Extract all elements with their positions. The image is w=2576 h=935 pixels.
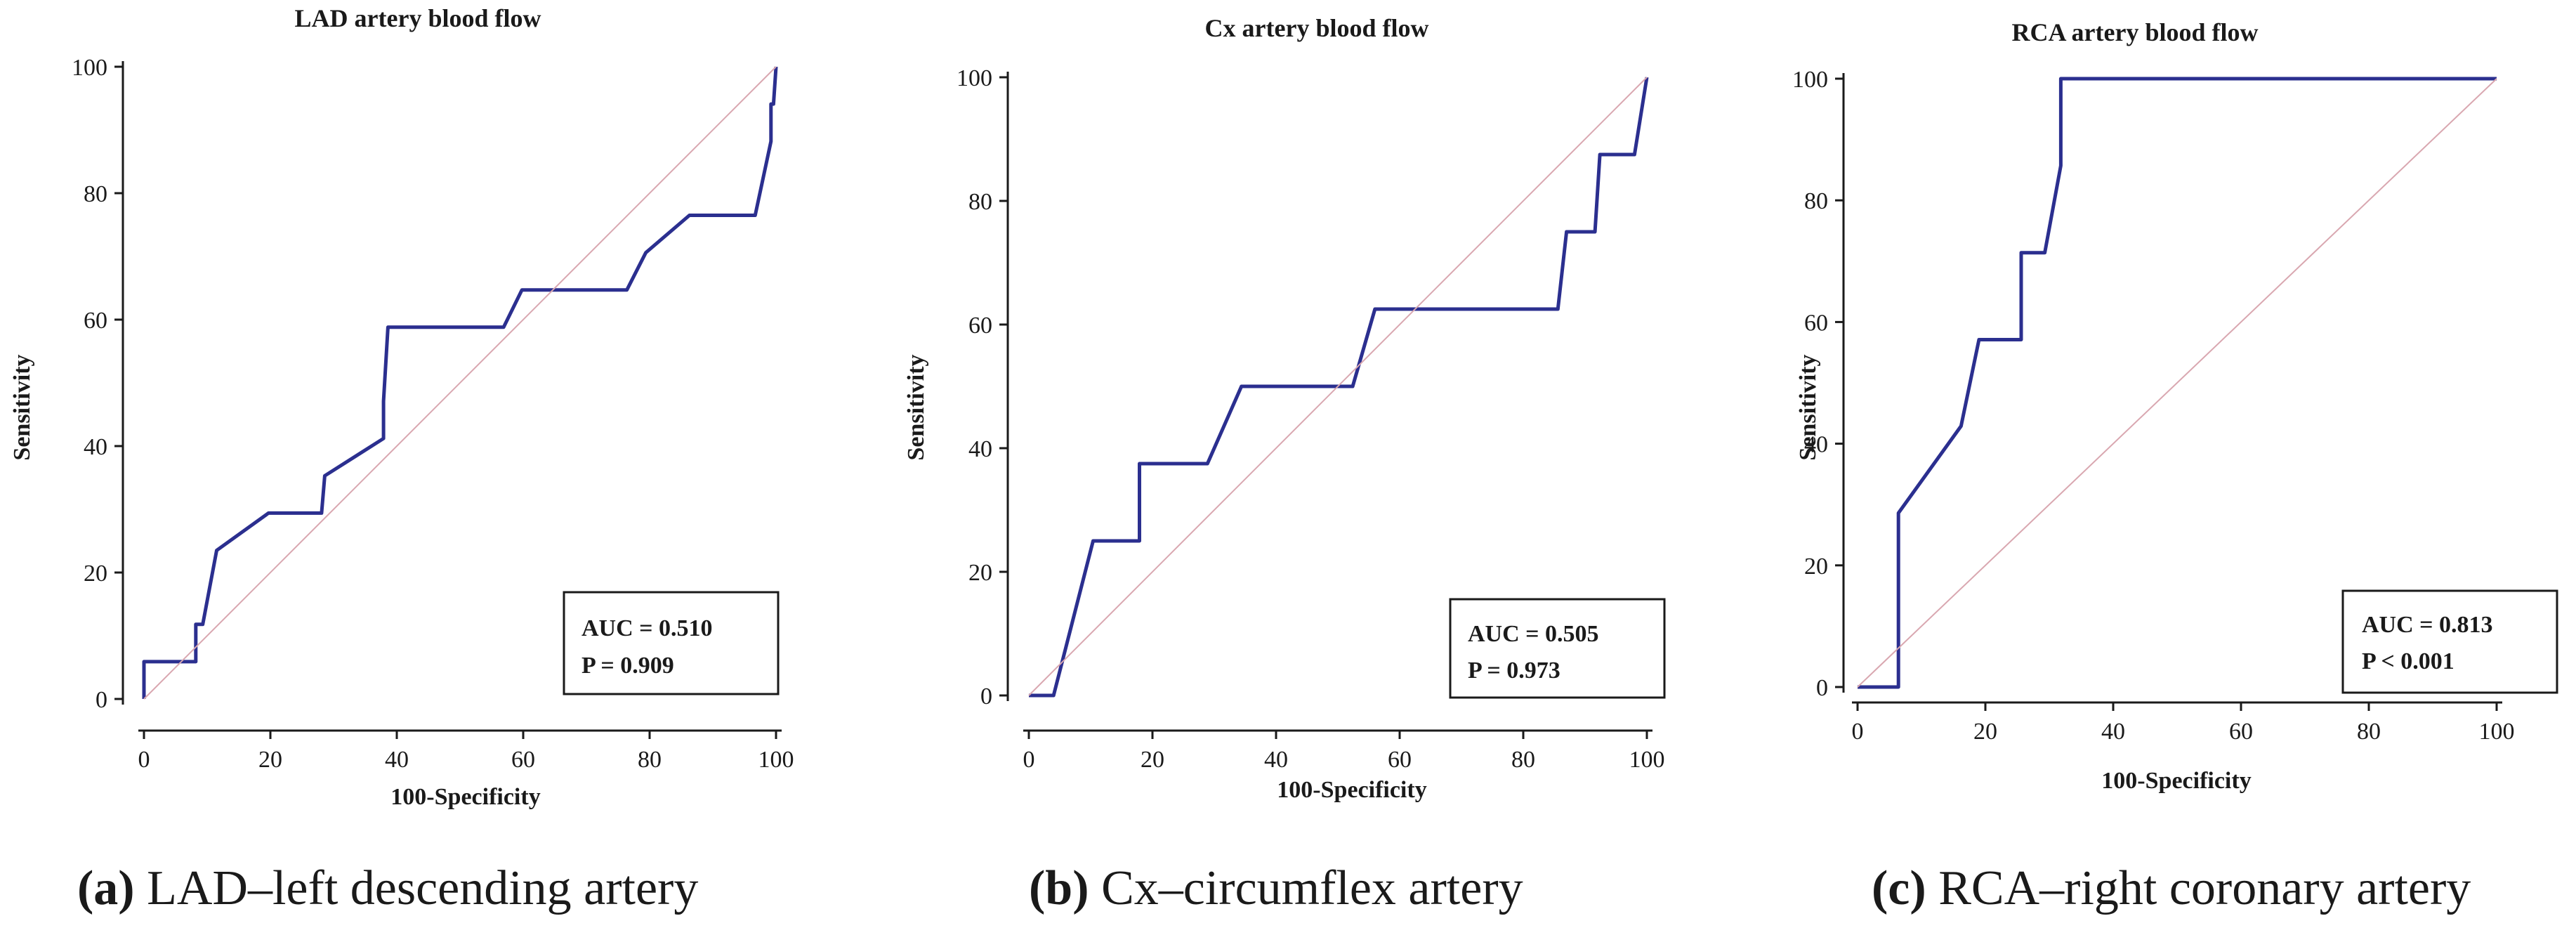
caption-text: Cx–circumflex artery bbox=[1101, 861, 1523, 915]
y-tick-label: 100 bbox=[1792, 67, 1828, 93]
auc-value: AUC = 0.505 bbox=[1468, 621, 1599, 647]
y-tick-label: 20 bbox=[968, 560, 992, 586]
roc-curve-line bbox=[1858, 77, 2497, 689]
y-tick-label: 80 bbox=[84, 181, 107, 207]
x-tick-label: 20 bbox=[258, 747, 282, 773]
caption-label: (a) bbox=[77, 861, 135, 915]
y-tick-label: 0 bbox=[96, 687, 107, 713]
caption-text: LAD–left descending artery bbox=[147, 861, 699, 915]
auc-box bbox=[2341, 589, 2558, 694]
x-tick-label: 80 bbox=[2357, 719, 2381, 745]
x-tick-label: 100 bbox=[2479, 719, 2515, 745]
y-tick-label: 0 bbox=[980, 684, 992, 710]
auc-box bbox=[563, 591, 780, 695]
y-tick-label: 40 bbox=[84, 434, 107, 460]
x-tick-label: 40 bbox=[385, 747, 409, 773]
auc-value: AUC = 0.510 bbox=[581, 615, 713, 641]
x-tick-label: 20 bbox=[1973, 719, 1997, 745]
p-value: P < 0.001 bbox=[2362, 648, 2455, 674]
y-axis-label: Sensitivity bbox=[1795, 354, 1821, 460]
y-tick-label: 60 bbox=[968, 313, 992, 339]
roc-curve-line bbox=[142, 66, 778, 699]
roc-curve-line bbox=[1029, 77, 1649, 698]
y-axis-label: Sensitivity bbox=[9, 354, 35, 460]
x-tick-label: 0 bbox=[1852, 719, 1864, 745]
y-axis-label: Sensitivity bbox=[903, 354, 929, 460]
roc-chart-rca: RCA artery blood flow Sensitivity 100-Sp… bbox=[1792, 18, 2558, 794]
caption-text: RCA–right coronary artery bbox=[1938, 861, 2471, 915]
caption-b: (b) Cx–circumflex artery bbox=[1029, 861, 1523, 917]
roc-chart-cx: Cx artery blood flow Sensitivity 100-Spe… bbox=[903, 14, 1666, 803]
x-tick-label: 40 bbox=[1264, 747, 1288, 773]
p-value: P = 0.973 bbox=[1468, 658, 1560, 684]
auc-value: AUC = 0.813 bbox=[2362, 612, 2493, 638]
y-tick-label: 0 bbox=[1816, 675, 1828, 701]
y-tick-label: 20 bbox=[84, 561, 107, 587]
x-tick-label: 100 bbox=[1629, 747, 1665, 773]
y-tick-label: 20 bbox=[1804, 554, 1828, 580]
y-tick-label: 40 bbox=[1804, 432, 1828, 458]
x-tick-label: 80 bbox=[638, 747, 662, 773]
y-tick-label: 40 bbox=[968, 436, 992, 462]
x-axis-label: 100-Specificity bbox=[390, 784, 540, 810]
x-tick-label: 60 bbox=[2229, 719, 2253, 745]
reference-diagonal-line bbox=[1028, 77, 1648, 696]
caption-label: (c) bbox=[1872, 861, 1926, 915]
x-tick-label: 80 bbox=[1511, 747, 1535, 773]
y-tick-label: 80 bbox=[968, 189, 992, 215]
caption-c: (c) RCA–right coronary artery bbox=[1872, 861, 2471, 917]
reference-diagonal-line bbox=[1857, 78, 2497, 688]
x-tick-label: 0 bbox=[1023, 747, 1035, 773]
chart-title: RCA artery blood flow bbox=[2012, 18, 2259, 46]
x-tick-label: 40 bbox=[2101, 719, 2125, 745]
x-axis-label: 100-Specificity bbox=[2101, 768, 2251, 794]
x-tick-label: 20 bbox=[1141, 747, 1164, 773]
x-tick-label: 60 bbox=[1388, 747, 1412, 773]
auc-box bbox=[1449, 598, 1666, 699]
x-tick-label: 100 bbox=[758, 747, 794, 773]
caption-a: (a) LAD–left descending artery bbox=[77, 861, 698, 917]
chart-title: LAD artery blood flow bbox=[295, 4, 541, 32]
caption-label: (b) bbox=[1029, 861, 1089, 915]
x-tick-label: 0 bbox=[138, 747, 150, 773]
y-tick-label: 60 bbox=[1804, 310, 1828, 336]
x-tick-label: 60 bbox=[511, 747, 535, 773]
y-tick-label: 60 bbox=[84, 308, 107, 334]
y-tick-label: 100 bbox=[72, 55, 107, 81]
p-value: P = 0.909 bbox=[581, 653, 674, 679]
x-axis-label: 100-Specificity bbox=[1277, 777, 1426, 803]
y-tick-label: 100 bbox=[957, 65, 992, 91]
y-tick-label: 80 bbox=[1804, 188, 1828, 214]
roc-chart-lad: LAD artery blood flow Sensitivity 100-Sp… bbox=[9, 4, 794, 810]
reference-diagonal-line bbox=[143, 66, 777, 700]
chart-title: Cx artery blood flow bbox=[1205, 14, 1429, 42]
